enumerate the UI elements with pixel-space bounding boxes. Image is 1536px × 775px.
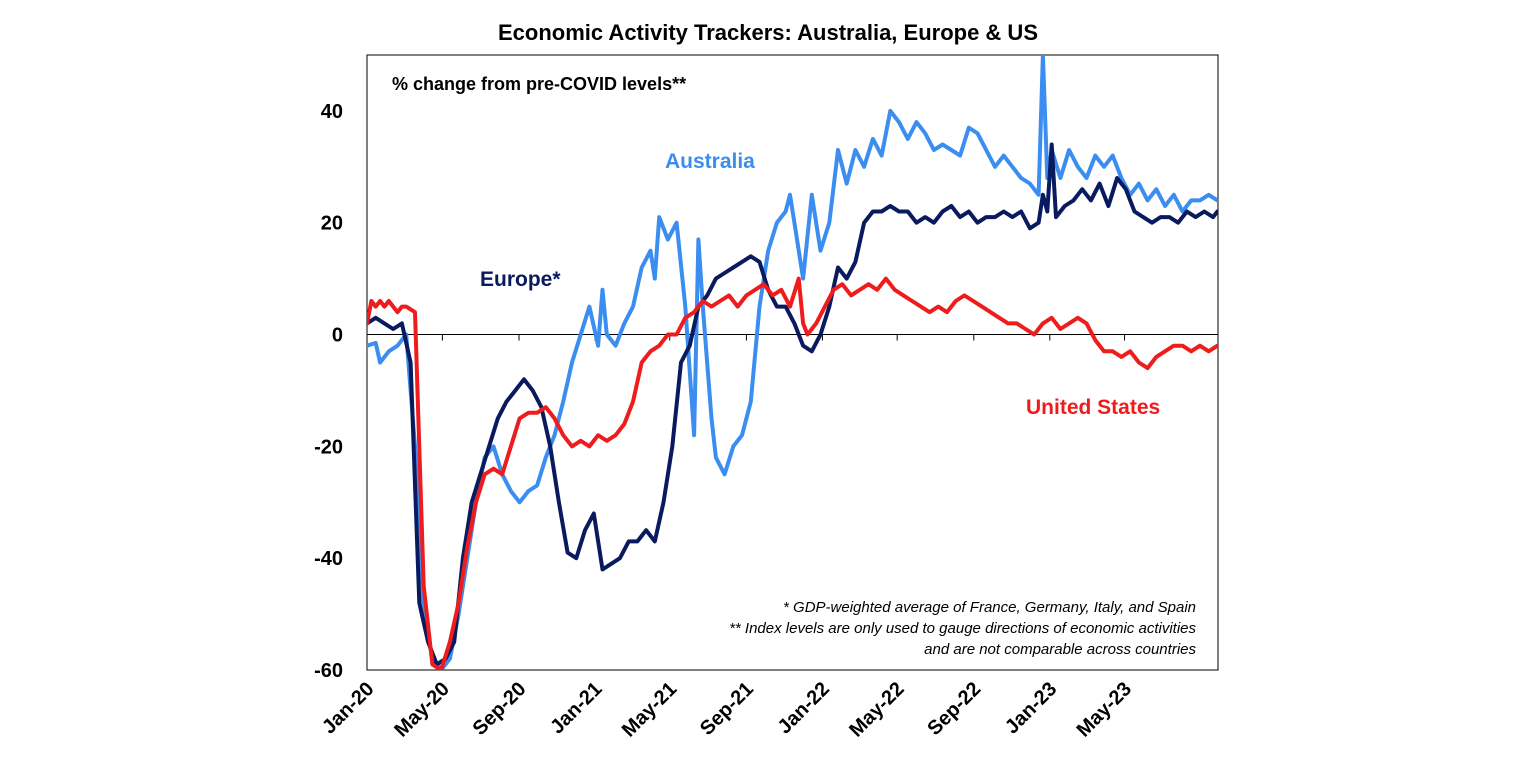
x-tick-label: Sep-21 xyxy=(696,678,758,740)
x-tick-label: May-23 xyxy=(1073,678,1137,742)
y-tick-label: 0 xyxy=(332,325,343,347)
x-tick-label: Jan-20 xyxy=(318,678,378,738)
series-label-australia: Australia xyxy=(665,150,755,173)
series-lines xyxy=(367,55,1218,670)
x-axis xyxy=(366,334,1218,341)
y-tick-label: 20 xyxy=(321,213,343,235)
y-tick-label: -40 xyxy=(314,548,343,570)
chart-subtitle: % change from pre-COVID levels** xyxy=(392,74,686,94)
x-tick-label: May-21 xyxy=(618,678,682,742)
x-tick-label: Jan-23 xyxy=(1001,678,1061,738)
series-line-australia xyxy=(367,55,1218,670)
plot-area xyxy=(366,54,1219,671)
series-line-united-states xyxy=(367,276,1218,670)
y-tick-label: -20 xyxy=(314,436,343,458)
footnote-line-3: and are not comparable across countries xyxy=(924,641,1196,658)
y-axis: 40 20 0 -20 -40 -60 xyxy=(314,101,343,682)
x-tick-label: Jan-21 xyxy=(546,678,606,738)
series-label-europe: Europe* xyxy=(480,268,561,291)
y-tick-label: 40 xyxy=(321,101,343,123)
x-tick-label: Sep-20 xyxy=(469,678,531,740)
x-tick-label: Sep-22 xyxy=(923,678,985,740)
y-tick-label: -60 xyxy=(314,660,343,682)
x-tick-label: May-22 xyxy=(845,678,909,742)
chart-title: Economic Activity Trackers: Australia, E… xyxy=(498,20,1038,45)
x-tick-label: May-20 xyxy=(390,678,454,742)
series-line-europe xyxy=(367,142,1218,667)
series-label-united-states: United States xyxy=(1026,396,1160,419)
footnote-line-2: ** Index levels are only used to gauge d… xyxy=(729,620,1196,637)
footnote-line-1: * GDP-weighted average of France, German… xyxy=(783,599,1196,616)
x-tick-label: Jan-22 xyxy=(774,678,834,738)
x-axis-ticks: Jan-20 May-20 Sep-20 Jan-21 May-21 Sep-21 Jan-… xyxy=(318,678,1136,742)
